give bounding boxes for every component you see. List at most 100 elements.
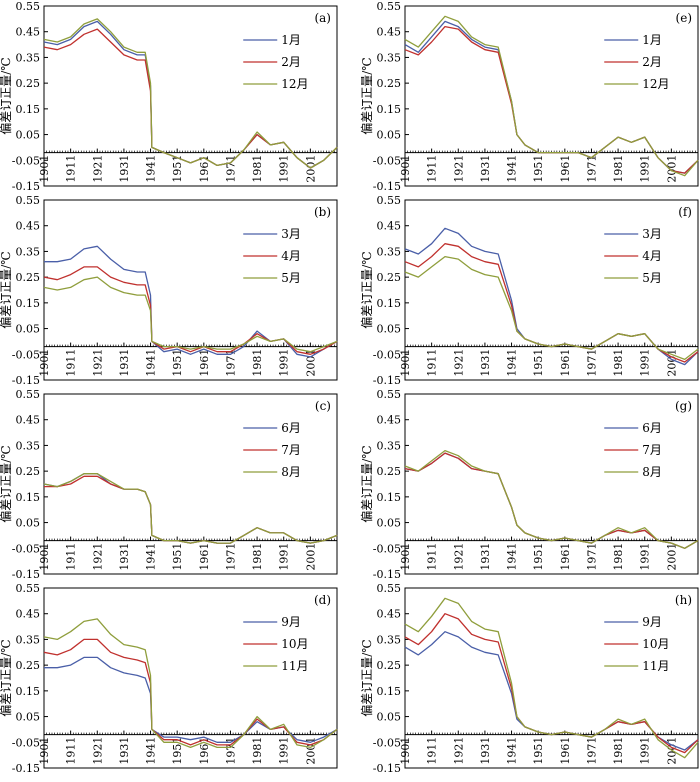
legend-label: 7月 xyxy=(642,443,662,457)
legend-label: 12月 xyxy=(642,77,669,91)
series-line-1 xyxy=(404,613,699,754)
y-tick-label: 0.25 xyxy=(16,271,41,284)
y-tick-label: 0.45 xyxy=(16,608,41,621)
x-tick-label: 1981 xyxy=(612,737,625,765)
x-tick-label: 1911 xyxy=(65,349,78,377)
y-axis-label: 偏差订正量/℃ xyxy=(0,251,13,328)
y-tick-label: 0.05 xyxy=(377,323,402,336)
x-tick-label: 1961 xyxy=(559,155,572,183)
x-tick-label: 1931 xyxy=(118,155,131,183)
x-tick-label: 1981 xyxy=(612,543,625,571)
x-tick-label: 1971 xyxy=(585,543,598,571)
legend-label: 10月 xyxy=(281,637,308,651)
x-tick-label: 1931 xyxy=(118,543,131,571)
y-tick-label: 0.05 xyxy=(16,129,41,142)
x-tick-label: 1931 xyxy=(479,543,492,571)
y-tick-label: 0.15 xyxy=(377,103,402,116)
y-tick-label: 0.55 xyxy=(16,194,41,207)
y-tick-label: -0.05 xyxy=(373,542,401,555)
x-tick-label: 1971 xyxy=(585,737,598,765)
x-tick-label: 2001 xyxy=(304,543,317,571)
x-tick-label: 1921 xyxy=(91,737,104,765)
x-tick-label: 1921 xyxy=(452,737,465,765)
series-line-0 xyxy=(43,473,338,544)
legend-label: 3月 xyxy=(642,227,662,241)
y-tick-label: 0.25 xyxy=(377,271,402,284)
x-tick-label: 1961 xyxy=(559,349,572,377)
x-tick-label: 1941 xyxy=(145,349,158,377)
y-axis-label: 偏差订正量/℃ xyxy=(359,639,374,716)
plot-frame xyxy=(404,393,699,575)
x-tick-label: 1901 xyxy=(38,155,51,183)
y-tick-label: -0.05 xyxy=(373,348,401,361)
y-tick-label: -0.15 xyxy=(12,568,40,581)
x-tick-label: 1941 xyxy=(506,737,519,765)
legend-label: 7月 xyxy=(281,443,301,457)
x-tick-label: 1901 xyxy=(38,543,51,571)
x-tick-label: 1951 xyxy=(532,155,545,183)
y-tick-label: 0.55 xyxy=(16,388,41,401)
x-tick-label: 1901 xyxy=(399,155,412,183)
series-line-2 xyxy=(43,18,338,169)
series-line-2 xyxy=(404,449,699,549)
plot-frame xyxy=(404,5,699,187)
legend-label: 12月 xyxy=(281,77,308,91)
legend-label: 8月 xyxy=(281,465,301,479)
x-tick-label: 1951 xyxy=(532,737,545,765)
legend-label: 11月 xyxy=(642,659,669,673)
x-tick-label: 1941 xyxy=(506,543,519,571)
x-tick-label: 1931 xyxy=(118,349,131,377)
x-tick-label: 1901 xyxy=(38,737,51,765)
y-tick-label: -0.15 xyxy=(12,374,40,387)
y-axis-label: 偏差订正量/℃ xyxy=(359,445,374,522)
x-tick-label: 1991 xyxy=(278,737,291,765)
x-tick-label: 1991 xyxy=(278,349,291,377)
panel-label: (b) xyxy=(314,205,331,219)
x-tick-label: 2001 xyxy=(665,543,678,571)
x-tick-label: 1951 xyxy=(532,349,545,377)
x-tick-label: 1991 xyxy=(278,543,291,571)
x-tick-label: 1971 xyxy=(224,349,237,377)
series-line-2 xyxy=(404,15,699,177)
x-tick-label: 1951 xyxy=(532,543,545,571)
y-tick-label: 0.55 xyxy=(377,194,402,207)
y-tick-label: -0.05 xyxy=(373,154,401,167)
y-tick-label: 0.35 xyxy=(377,245,402,258)
y-tick-label: 0.55 xyxy=(377,388,402,401)
y-tick-label: 0.45 xyxy=(16,220,41,233)
panel-label: (f) xyxy=(678,205,692,219)
y-tick-label: 0.25 xyxy=(377,659,402,672)
x-tick-label: 1961 xyxy=(198,155,211,183)
legend-label: 8月 xyxy=(642,465,662,479)
x-tick-label: 1971 xyxy=(224,543,237,571)
y-tick-label: -0.15 xyxy=(12,762,40,775)
x-tick-label: 1931 xyxy=(118,737,131,765)
legend-label: 6月 xyxy=(281,421,301,435)
x-tick-label: 1921 xyxy=(91,543,104,571)
y-tick-label: 0.25 xyxy=(16,465,41,478)
series-line-1 xyxy=(44,475,338,544)
x-tick-label: 2001 xyxy=(304,349,317,377)
y-axis-label: 偏差订正量/℃ xyxy=(0,639,13,716)
legend-label: 1月 xyxy=(281,33,301,47)
x-tick-label: 1941 xyxy=(506,155,519,183)
y-tick-label: 0.55 xyxy=(16,0,41,13)
y-tick-label: 0.35 xyxy=(16,633,41,646)
x-tick-label: 1901 xyxy=(38,349,51,377)
y-tick-label: 0.35 xyxy=(16,245,41,258)
x-tick-label: 1991 xyxy=(639,155,652,183)
x-tick-label: 1911 xyxy=(65,543,78,571)
y-tick-label: 0.45 xyxy=(377,608,402,621)
x-tick-label: 1921 xyxy=(91,349,104,377)
legend-label: 2月 xyxy=(281,55,301,69)
plot-frame xyxy=(43,5,338,187)
legend-label: 9月 xyxy=(642,615,662,629)
x-tick-label: 1931 xyxy=(479,349,492,377)
